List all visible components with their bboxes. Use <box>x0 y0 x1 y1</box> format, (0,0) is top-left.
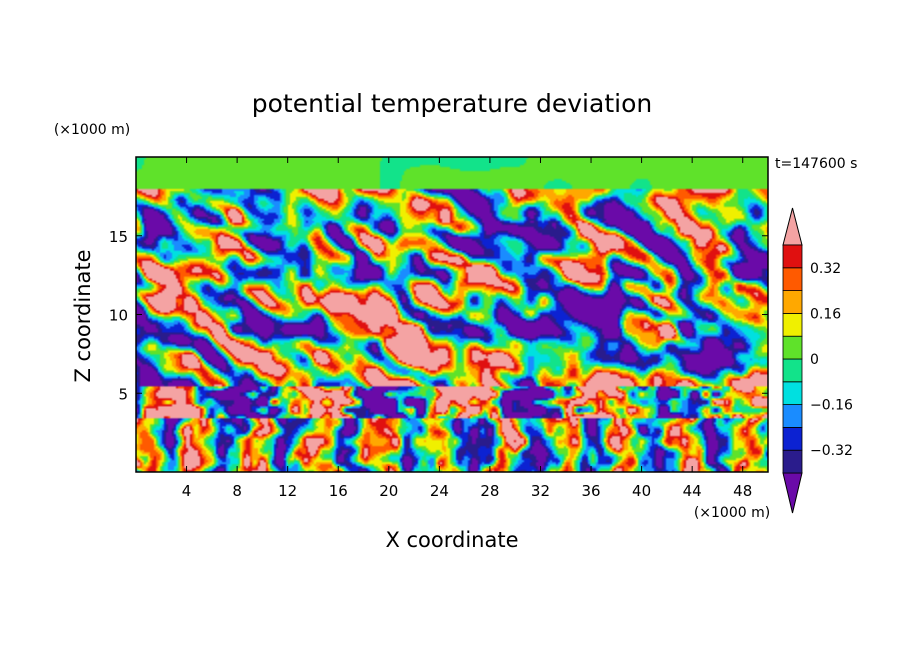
colorbar-label: 0 <box>810 352 819 368</box>
colorbar-segment <box>782 312 803 337</box>
colorbar-segment <box>782 426 803 451</box>
colorbar-segment <box>782 290 803 314</box>
colorbar-extend-bottom <box>782 472 803 514</box>
x-tick-label: 20 <box>379 482 398 500</box>
plot-area <box>136 157 768 472</box>
colorbar-segment <box>782 449 803 474</box>
y-tick-label: 10 <box>109 307 128 325</box>
y-axis: 5 10 15 <box>109 228 768 403</box>
x-axis: 4 8 12 16 20 24 28 32 36 40 44 48 <box>182 157 752 500</box>
x-tick-label: 40 <box>632 482 651 500</box>
y-tick-label: 5 <box>118 385 128 403</box>
colorbar-segment <box>782 358 803 383</box>
time-label: t=147600 s <box>775 156 857 172</box>
x-tick-label: 12 <box>278 482 297 500</box>
x-tick-label: 48 <box>733 482 752 500</box>
colorbar-label: −0.16 <box>810 398 853 414</box>
colorbar: 0.32 0.16 0 −0.16 −0.32 <box>782 207 853 514</box>
contour-field <box>136 157 768 472</box>
x-tick-label: 28 <box>480 482 499 500</box>
colorbar-label: 0.16 <box>810 306 841 322</box>
colorbar-segment <box>782 335 803 360</box>
colorbar-label: −0.32 <box>810 443 853 459</box>
y-axis-label: Z coordinate <box>71 249 95 382</box>
x-unit-label: (×1000 m) <box>694 505 770 521</box>
x-tick-label: 4 <box>182 482 192 500</box>
colorbar-segment <box>782 244 803 269</box>
colorbar-segment <box>782 381 803 405</box>
colorbar-segment <box>782 267 803 291</box>
x-tick-label: 24 <box>430 482 449 500</box>
x-tick-label: 16 <box>329 482 348 500</box>
x-tick-label: 8 <box>232 482 242 500</box>
x-tick-label: 32 <box>531 482 550 500</box>
chart-title: potential temperature deviation <box>252 89 652 118</box>
y-tick-label: 15 <box>109 228 128 246</box>
y-unit-label: (×1000 m) <box>54 122 130 138</box>
x-tick-label: 44 <box>683 482 702 500</box>
colorbar-extend-top <box>782 207 803 246</box>
x-tick-label: 36 <box>581 482 600 500</box>
colorbar-label: 0.32 <box>810 261 841 277</box>
colorbar-segment <box>782 404 803 428</box>
x-axis-label: X coordinate <box>385 528 518 552</box>
